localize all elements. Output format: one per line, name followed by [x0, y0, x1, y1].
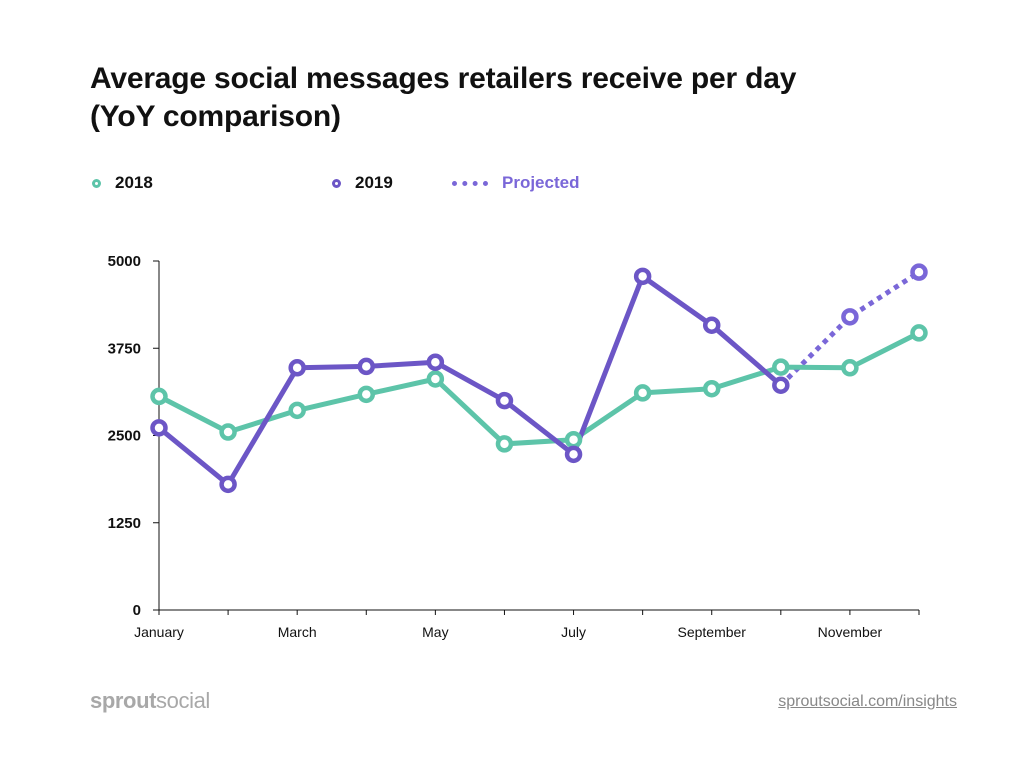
data-point-2018 — [841, 359, 859, 377]
data-point-2019 — [633, 267, 652, 286]
x-tick-label: January — [134, 624, 184, 640]
y-tick-label: 2500 — [108, 428, 141, 445]
legend-item-2019: 2019 — [332, 172, 393, 194]
y-tick-label: 0 — [133, 602, 141, 619]
x-tick-label: November — [818, 624, 883, 640]
data-point-2018 — [702, 379, 721, 398]
legend-circle-icon — [92, 178, 101, 188]
data-point-2019 — [564, 445, 583, 464]
legend-item-2018: 2018 — [92, 172, 153, 194]
legend-item-projected: Projected — [452, 172, 579, 194]
footer-link[interactable]: sproutsocial.com/insights — [778, 693, 957, 710]
data-point-2019 — [357, 357, 376, 376]
series-line-projected — [779, 270, 921, 387]
y-tick-label: 1250 — [108, 515, 141, 532]
x-tick-label: May — [422, 624, 448, 640]
data-point-2018 — [426, 370, 445, 388]
legend-circle-icon — [332, 178, 341, 188]
x-tick-label: July — [561, 624, 586, 640]
chart-title-line-2: (YoY comparison) — [90, 100, 341, 133]
brand-logo: sproutsocial — [90, 688, 210, 714]
data-point-2018 — [288, 401, 306, 420]
data-point-2018 — [219, 423, 237, 441]
legend-label-2018: 2018 — [115, 173, 153, 192]
data-point-2019 — [219, 475, 237, 494]
y-tick-label: 3750 — [108, 340, 141, 357]
legend-dotted-line-icon — [452, 180, 488, 186]
data-point-2019 — [772, 376, 790, 394]
data-point-2018 — [564, 430, 583, 449]
data-point-2018 — [150, 387, 168, 406]
x-tick-label: September — [677, 624, 746, 640]
series-line-2019 — [156, 273, 784, 487]
brand-logo-part-2: social — [156, 688, 210, 713]
chart-title-line-1: Average social messages retailers receiv… — [90, 62, 797, 95]
data-point-2019 — [426, 353, 445, 371]
data-point-2018 — [910, 324, 928, 342]
data-point-2019 — [702, 316, 721, 334]
legend-label-2019: 2019 — [355, 173, 393, 192]
data-point-2019 — [288, 359, 306, 377]
data-point-2019 — [495, 391, 514, 410]
data-point-projected — [910, 263, 928, 281]
data-point-2018 — [772, 358, 790, 376]
data-point-2018 — [357, 385, 376, 404]
series-line-2018 — [156, 330, 922, 447]
x-tick-label: March — [278, 624, 317, 640]
data-point-2018 — [495, 435, 514, 453]
brand-logo-part-1: sprout — [90, 688, 157, 713]
y-tick-label: 5000 — [108, 253, 141, 270]
chart-title: Average social messages retailers receiv… — [90, 60, 950, 136]
data-point-2019 — [150, 419, 168, 437]
data-point-projected — [841, 308, 859, 326]
legend-label-projected: Projected — [502, 173, 580, 192]
data-point-2018 — [633, 384, 652, 402]
